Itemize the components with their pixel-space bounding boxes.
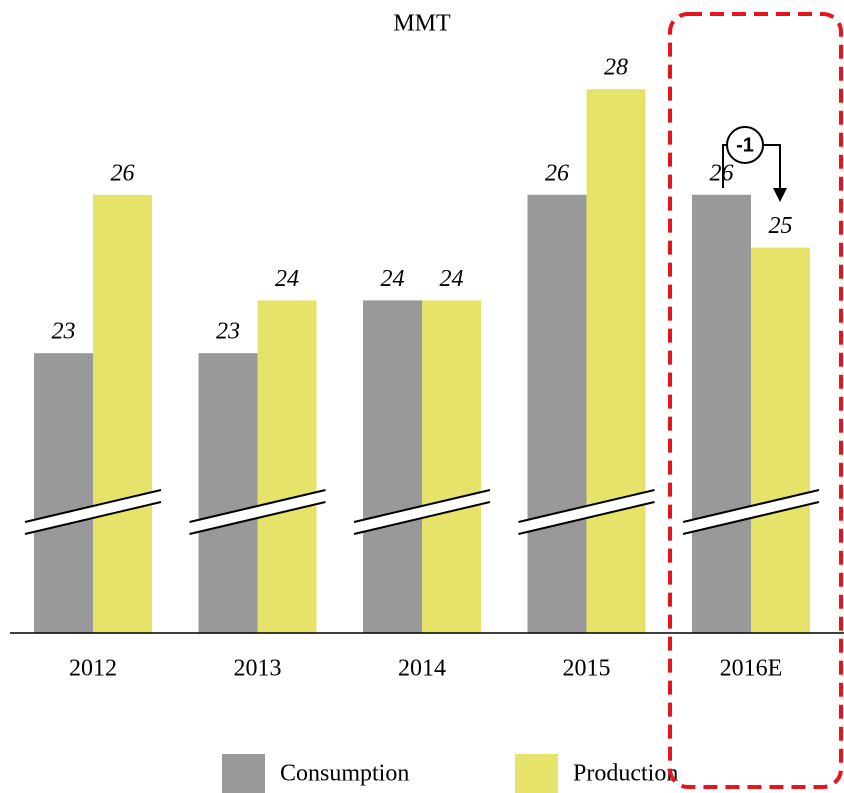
arrow-head bbox=[773, 188, 787, 202]
axis-break bbox=[25, 490, 161, 534]
bar bbox=[586, 89, 646, 633]
axis-break bbox=[354, 490, 490, 534]
bracket bbox=[722, 144, 727, 188]
data-label: 28 bbox=[604, 55, 628, 81]
axis-break bbox=[24, 501, 162, 535]
axis-break bbox=[682, 489, 820, 523]
data-label: 24 bbox=[381, 266, 405, 292]
data-label: 24 bbox=[275, 266, 299, 292]
data-label: 25 bbox=[769, 213, 793, 239]
bracket bbox=[763, 144, 781, 190]
bar bbox=[257, 300, 317, 633]
legend-label: Consumption bbox=[280, 761, 409, 787]
data-label: 23 bbox=[216, 319, 240, 345]
chart-title: MMT bbox=[393, 11, 451, 37]
legend-swatch bbox=[515, 754, 558, 793]
bar bbox=[751, 247, 810, 633]
axis-break bbox=[518, 490, 655, 534]
axis-break bbox=[24, 489, 162, 523]
highlight-box bbox=[668, 12, 843, 789]
annotation-circle bbox=[726, 126, 764, 164]
legend-label: Production bbox=[573, 761, 678, 787]
data-label: 26 bbox=[545, 160, 569, 186]
annotation: -1 bbox=[736, 134, 754, 156]
axis-break bbox=[683, 490, 819, 534]
axis-break bbox=[353, 489, 491, 523]
axis-break bbox=[353, 501, 491, 535]
axis-break bbox=[682, 501, 820, 535]
bar bbox=[34, 353, 93, 633]
x-tick-label: 2016E bbox=[720, 656, 783, 682]
axis-break bbox=[518, 489, 655, 523]
x-tick-label: 2013 bbox=[234, 656, 282, 682]
x-tick-label: 2015 bbox=[563, 656, 611, 682]
axis-break bbox=[189, 489, 326, 523]
data-label: 26 bbox=[710, 160, 734, 186]
axis-break bbox=[189, 490, 326, 534]
data-label: 26 bbox=[111, 160, 135, 186]
axis-break bbox=[189, 501, 326, 535]
bar bbox=[93, 194, 152, 633]
x-tick-label: 2014 bbox=[398, 656, 446, 682]
bar bbox=[198, 353, 258, 633]
x-tick-label: 2012 bbox=[69, 656, 117, 682]
axis-break bbox=[518, 501, 655, 535]
bar bbox=[692, 194, 751, 633]
bar bbox=[422, 300, 481, 633]
data-label: 24 bbox=[440, 266, 464, 292]
legend-swatch bbox=[222, 754, 265, 793]
data-label: 23 bbox=[52, 319, 76, 345]
bar bbox=[527, 194, 587, 633]
bar bbox=[363, 300, 422, 633]
